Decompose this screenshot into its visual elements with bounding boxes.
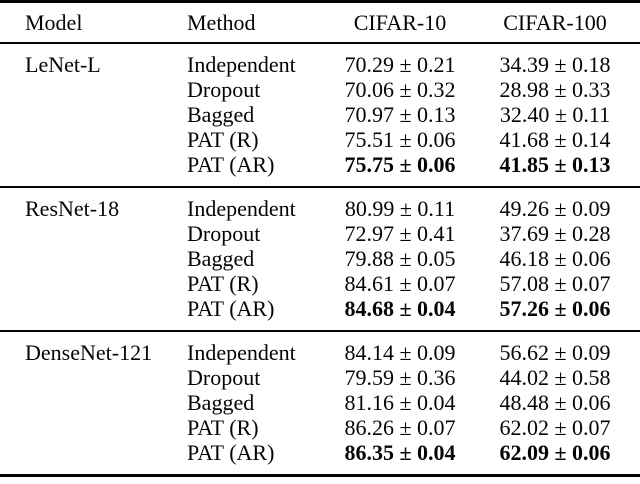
table-row: DenseNet-121 Independent 84.14 ± 0.09 56… xyxy=(0,331,640,365)
method-cell: Dropout xyxy=(187,221,261,246)
column-header-model: Model xyxy=(0,1,185,44)
cifar10-cell: 70.29 ± 0.21 xyxy=(344,52,456,77)
cifar100-cell: 46.18 ± 0.06 xyxy=(499,246,611,271)
group-lenet-l: LeNet-L Independent 70.29 ± 0.21 34.39 ±… xyxy=(0,43,640,187)
method-cell: Bagged xyxy=(187,246,255,271)
cifar100-cell: 56.62 ± 0.09 xyxy=(499,340,611,365)
table-row: Bagged 81.16 ± 0.04 48.48 ± 0.06 xyxy=(0,390,640,415)
method-cell: PAT (AR) xyxy=(187,296,275,321)
method-cell: PAT (AR) xyxy=(187,440,275,465)
table-row: PAT (R) 86.26 ± 0.07 62.02 ± 0.07 xyxy=(0,415,640,440)
cifar10-cell: 84.68 ± 0.04 xyxy=(344,296,456,321)
model-cell xyxy=(0,365,185,390)
cifar100-cell: 41.68 ± 0.14 xyxy=(499,127,611,152)
header-row: Model Method CIFAR-10 CIFAR-100 xyxy=(0,1,640,44)
table-header: Model Method CIFAR-10 CIFAR-100 xyxy=(0,1,640,44)
table-row: PAT (R) 84.61 ± 0.07 57.08 ± 0.07 xyxy=(0,271,640,296)
cifar10-cell: 84.61 ± 0.07 xyxy=(344,271,456,296)
table-row-best: PAT (AR) 75.75 ± 0.06 41.85 ± 0.13 xyxy=(0,152,640,187)
method-cell: PAT (R) xyxy=(187,415,259,440)
model-cell xyxy=(0,440,185,476)
column-header-cifar10: CIFAR-10 xyxy=(330,1,470,44)
table-row: Dropout 70.06 ± 0.32 28.98 ± 0.33 xyxy=(0,77,640,102)
table-row: PAT (R) 75.51 ± 0.06 41.68 ± 0.14 xyxy=(0,127,640,152)
cifar10-cell: 84.14 ± 0.09 xyxy=(344,340,456,365)
cifar10-cell: 75.75 ± 0.06 xyxy=(344,152,456,177)
model-cell xyxy=(0,271,185,296)
cifar10-cell: 72.97 ± 0.41 xyxy=(344,221,456,246)
cifar10-cell: 86.35 ± 0.04 xyxy=(344,440,456,465)
method-cell: PAT (AR) xyxy=(187,152,275,177)
cifar100-cell: 37.69 ± 0.28 xyxy=(499,221,611,246)
table-row: Bagged 70.97 ± 0.13 32.40 ± 0.11 xyxy=(0,102,640,127)
column-header-cifar100: CIFAR-100 xyxy=(470,1,640,44)
method-cell: PAT (R) xyxy=(187,127,259,152)
model-cell xyxy=(0,127,185,152)
cifar100-cell: 28.98 ± 0.33 xyxy=(499,77,611,102)
cifar100-cell: 32.40 ± 0.11 xyxy=(499,102,611,127)
cifar10-cell: 79.88 ± 0.05 xyxy=(344,246,456,271)
model-cell xyxy=(0,221,185,246)
method-cell: PAT (R) xyxy=(187,271,259,296)
method-cell: Independent xyxy=(187,196,296,221)
cifar10-cell: 70.97 ± 0.13 xyxy=(344,102,456,127)
group-resnet-18: ResNet-18 Independent 80.99 ± 0.11 49.26… xyxy=(0,187,640,331)
cifar100-cell: 62.09 ± 0.06 xyxy=(499,440,611,465)
table-row: Bagged 79.88 ± 0.05 46.18 ± 0.06 xyxy=(0,246,640,271)
group-densenet-121: DenseNet-121 Independent 84.14 ± 0.09 56… xyxy=(0,331,640,476)
cifar100-cell: 62.02 ± 0.07 xyxy=(499,415,611,440)
cifar10-cell: 80.99 ± 0.11 xyxy=(344,196,456,221)
cifar100-cell: 57.08 ± 0.07 xyxy=(499,271,611,296)
cifar10-cell: 86.26 ± 0.07 xyxy=(344,415,456,440)
model-cell xyxy=(0,102,185,127)
cifar10-cell: 70.06 ± 0.32 xyxy=(344,77,456,102)
table-row: LeNet-L Independent 70.29 ± 0.21 34.39 ±… xyxy=(0,43,640,77)
column-header-method: Method xyxy=(185,1,330,44)
cifar100-cell: 34.39 ± 0.18 xyxy=(499,52,611,77)
method-cell: Dropout xyxy=(187,77,261,102)
cifar10-cell: 75.51 ± 0.06 xyxy=(344,127,456,152)
model-cell: LeNet-L xyxy=(25,52,101,77)
table-row-best: PAT (AR) 84.68 ± 0.04 57.26 ± 0.06 xyxy=(0,296,640,331)
cifar100-cell: 49.26 ± 0.09 xyxy=(499,196,611,221)
model-cell: DenseNet-121 xyxy=(25,340,153,365)
model-cell: ResNet-18 xyxy=(25,196,120,221)
cifar10-cell: 79.59 ± 0.36 xyxy=(344,365,456,390)
model-cell xyxy=(0,296,185,331)
table-row: Dropout 72.97 ± 0.41 37.69 ± 0.28 xyxy=(0,221,640,246)
table-row: Dropout 79.59 ± 0.36 44.02 ± 0.58 xyxy=(0,365,640,390)
cifar100-cell: 57.26 ± 0.06 xyxy=(499,296,611,321)
model-cell xyxy=(0,415,185,440)
method-cell: Bagged xyxy=(187,390,255,415)
model-cell xyxy=(0,77,185,102)
method-cell: Independent xyxy=(187,340,296,365)
model-cell xyxy=(0,390,185,415)
cifar100-cell: 48.48 ± 0.06 xyxy=(499,390,611,415)
cifar100-cell: 44.02 ± 0.58 xyxy=(499,365,611,390)
table-row-best: PAT (AR) 86.35 ± 0.04 62.09 ± 0.06 xyxy=(0,440,640,476)
method-cell: Bagged xyxy=(187,102,255,127)
cifar100-cell: 41.85 ± 0.13 xyxy=(499,152,611,177)
table-row: ResNet-18 Independent 80.99 ± 0.11 49.26… xyxy=(0,187,640,221)
method-cell: Dropout xyxy=(187,365,261,390)
model-cell xyxy=(0,152,185,187)
method-cell: Independent xyxy=(187,52,296,77)
cifar10-cell: 81.16 ± 0.04 xyxy=(344,390,456,415)
model-cell xyxy=(0,246,185,271)
